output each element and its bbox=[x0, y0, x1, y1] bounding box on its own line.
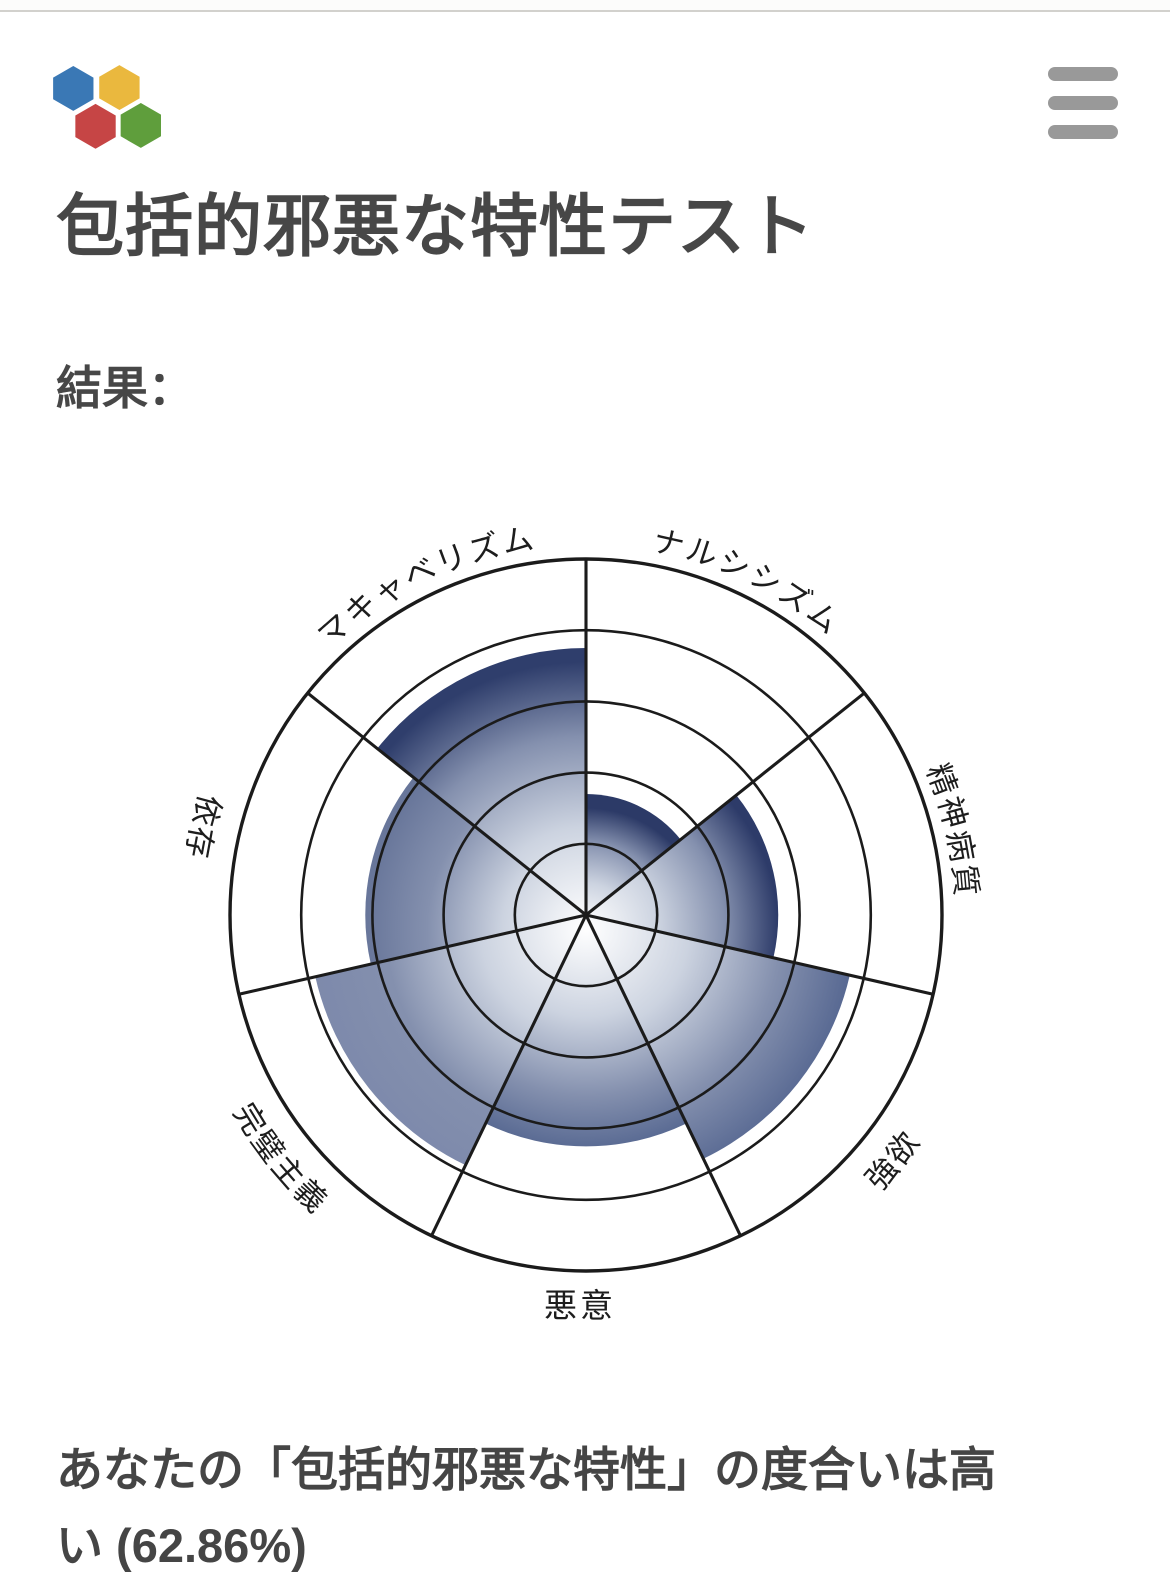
axis-label-6: マキャベリズム bbox=[311, 520, 539, 653]
sector-fill-2 bbox=[586, 915, 850, 1159]
site-logo-icon[interactable] bbox=[28, 36, 168, 154]
sector-fill-3 bbox=[485, 915, 687, 1147]
page-title: 包括的邪悪な特性テスト bbox=[56, 189, 816, 265]
sector-fill-5 bbox=[365, 777, 586, 965]
hamburger-bar bbox=[1048, 67, 1118, 81]
grid-spoke-3 bbox=[584, 914, 742, 1237]
grid-spoke-1 bbox=[585, 692, 866, 917]
logo-hex-blue bbox=[50, 63, 96, 114]
hamburger-menu-button[interactable] bbox=[1048, 67, 1118, 139]
grid-spoke-2 bbox=[585, 913, 934, 996]
grid-spoke-6 bbox=[306, 692, 587, 917]
logo-hex-yellow bbox=[96, 62, 143, 113]
logo-hex-red bbox=[72, 100, 119, 152]
logo-hex-green bbox=[118, 100, 164, 151]
grid-spoke-5 bbox=[238, 913, 587, 996]
sector-fill-0 bbox=[586, 794, 681, 916]
axis-label-3: 悪意 bbox=[544, 1287, 616, 1324]
sector-fill-6 bbox=[377, 648, 586, 916]
axis-label-2: 強欲 bbox=[859, 1124, 928, 1197]
grid-spoke-4 bbox=[430, 914, 588, 1237]
evil-traits-polar-chart: ナルシシズム精神病質強欲悪意 完璧主義 依存 マキャベリズム bbox=[130, 478, 1050, 1358]
axis-label-0: ナルシシズム bbox=[650, 523, 848, 642]
page-header bbox=[0, 12, 1170, 172]
results-heading: 結果： bbox=[56, 362, 194, 415]
result-text: あなたの「包括的邪悪な特性」の度合いは高い (62.86%) bbox=[56, 1443, 996, 1573]
axis-label-1: 精神病質 bbox=[920, 759, 984, 900]
hamburger-bar bbox=[1048, 125, 1118, 139]
hamburger-bar bbox=[1048, 96, 1118, 110]
page-top-border bbox=[0, 0, 1170, 12]
axis-label-5: 依存 bbox=[179, 791, 228, 863]
axis-label-4: 完璧主義 bbox=[227, 1097, 336, 1221]
sector-fill-1 bbox=[586, 795, 779, 958]
